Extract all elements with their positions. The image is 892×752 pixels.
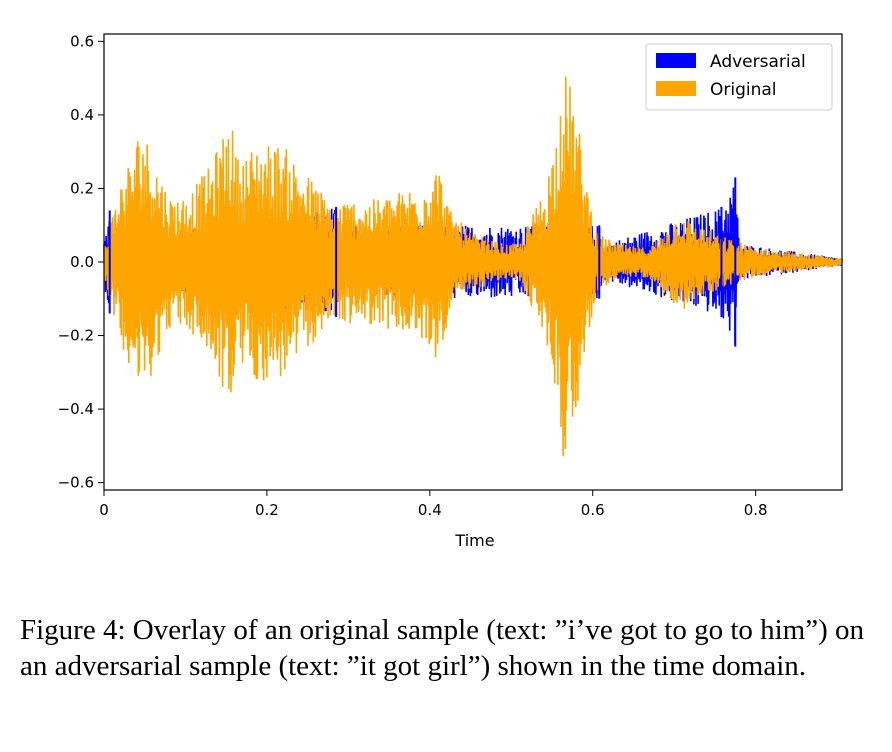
x-tick-label: 0.2 xyxy=(255,501,279,519)
y-tick-label: 0.6 xyxy=(70,32,94,50)
legend-label-adversarial: Adversarial xyxy=(710,52,806,72)
y-tick-label: 0.0 xyxy=(70,253,94,271)
figure-caption: Figure 4: Overlay of an original sample … xyxy=(20,614,865,682)
legend-swatch-adversarial xyxy=(656,53,696,68)
y-tick-label: −0.4 xyxy=(58,400,94,418)
series-line-original xyxy=(103,76,843,457)
legend-label-original: Original xyxy=(710,80,777,100)
x-axis-label: Time xyxy=(454,531,494,550)
legend-swatch-original xyxy=(656,81,696,96)
y-tick-label: 0.2 xyxy=(70,179,94,197)
x-tick-label: 0.8 xyxy=(744,501,768,519)
x-tick-label: 0 xyxy=(99,501,109,519)
x-tick-label: 0.4 xyxy=(418,501,442,519)
x-tick-label: 0.6 xyxy=(581,501,605,519)
plot-area xyxy=(103,76,843,457)
waveform-chart: 0.6 0.4 0.2 0.0 −0.2 −0.4 −0.6 0 0.2 0.4 0.6 0.8 Ti… xyxy=(58,32,843,550)
axis-ticks: 0.6 0.4 0.2 0.0 −0.2 −0.4 −0.6 0 0.2 0.4 0.6 0.8 xyxy=(58,32,768,519)
y-tick-label: 0.4 xyxy=(70,106,94,124)
legend: Adversarial Original xyxy=(645,43,833,111)
y-tick-label: −0.2 xyxy=(58,327,94,345)
y-tick-label: −0.6 xyxy=(58,474,94,492)
